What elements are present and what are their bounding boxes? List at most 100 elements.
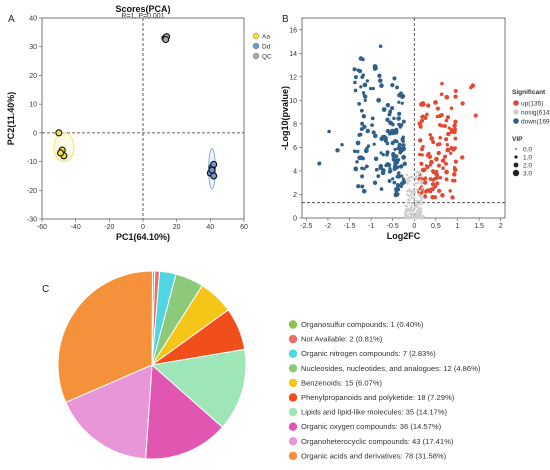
volcano-point-up: [447, 126, 451, 130]
volcano-point-down: [361, 91, 366, 95]
volcano-point-down: [377, 73, 382, 78]
volcano-y-tick-label: 0: [293, 216, 297, 223]
volcano-point-down: [352, 67, 357, 72]
volcano-point-down: [374, 167, 379, 172]
volcano-point-down: [378, 44, 383, 49]
volcano-size-legend-label: 2.0: [523, 162, 532, 169]
volcano-point-nosig: [405, 205, 409, 208]
volcano-point-up: [434, 156, 439, 162]
volcano-point-down: [335, 148, 340, 153]
volcano-x-tick-label: -0.5: [387, 223, 399, 230]
volcano-point-nosig: [420, 175, 424, 178]
volcano-point-nosig: [416, 216, 419, 220]
volcano-point-nosig: [409, 216, 413, 220]
pie-legend-label: Phenylpropanoids and polyketide: 18 (7.2…: [301, 393, 455, 402]
volcano-legend-title: Significant: [512, 89, 546, 96]
pie-slice: [57, 270, 153, 404]
volcano-point-down: [387, 179, 392, 183]
volcano-point-up: [445, 115, 451, 120]
volcano-point-up: [417, 152, 422, 157]
volcano-point-nosig: [413, 182, 416, 186]
volcano-point-down: [387, 170, 392, 174]
volcano-point-nosig: [419, 212, 423, 215]
volcano-legend-label: down(169): [521, 118, 550, 125]
volcano-point-down: [397, 100, 401, 104]
volcano-point-down: [376, 174, 381, 178]
volcano-point-down: [378, 164, 384, 169]
volcano-point-up: [426, 103, 431, 108]
volcano-point-down: [355, 140, 361, 146]
volcano-point-nosig: [407, 198, 410, 201]
volcano-point-up: [444, 177, 449, 182]
pca-y-tick-label: 20: [29, 73, 37, 80]
volcano-legend-label: nosig(614): [521, 109, 550, 116]
pie-legend-swatch: [288, 407, 298, 417]
volcano-point-up: [452, 123, 456, 128]
volcano-point-up: [429, 136, 435, 141]
volcano-point-down: [394, 189, 399, 194]
volcano-point-up: [419, 118, 425, 123]
volcano-y-axis-label: -Log10(pvalue): [280, 86, 290, 150]
pca-x-axis-label: PC1(64.10%): [116, 232, 170, 242]
volcano-point-up: [440, 81, 444, 86]
volcano-point-up: [440, 159, 444, 163]
volcano-point-up: [432, 195, 438, 200]
pca-point-qc: [162, 35, 170, 44]
pca-x-tick-label: 60: [240, 224, 248, 231]
volcano-point-down: [400, 137, 405, 142]
volcano-point-down: [359, 85, 363, 89]
volcano-point-down: [357, 68, 363, 74]
pca-y-tick-label: -20: [27, 188, 37, 195]
pca-legend-label: Dd: [262, 43, 271, 50]
volcano-point-down: [391, 177, 395, 181]
volcano-point-down: [385, 141, 390, 146]
volcano-point-down: [392, 164, 397, 169]
volcano-point-down: [380, 170, 386, 176]
pie-legend-swatch: [288, 378, 298, 388]
volcano-y-tick-label: 4: [293, 168, 297, 175]
pie-legend-swatch: [288, 451, 298, 461]
volcano-point-down: [385, 128, 391, 134]
volcano-point-down: [400, 101, 404, 105]
volcano-point-nosig: [414, 200, 418, 203]
volcano-point-up: [432, 176, 437, 181]
volcano-point-up: [460, 155, 465, 160]
volcano-point-down: [385, 103, 391, 108]
volcano-point-up: [453, 178, 457, 183]
volcano-point-nosig: [412, 214, 416, 218]
volcano-point-down: [398, 164, 404, 169]
volcano-point-nosig: [406, 177, 409, 181]
volcano-point-down: [398, 125, 403, 129]
volcano-point-down: [359, 108, 364, 113]
volcano-point-up: [423, 176, 428, 181]
volcano-point-up: [460, 101, 465, 106]
panel-label-b: B: [282, 14, 289, 25]
volcano-point-down: [358, 132, 363, 137]
volcano-point-up: [444, 118, 449, 123]
pca-y-tick-label: 0: [33, 130, 37, 137]
volcano-point-up: [431, 140, 436, 145]
volcano-point-nosig: [418, 199, 421, 203]
volcano-point-up: [453, 94, 458, 99]
pie-legend-label: Organic nitrogen compounds: 7 (2.83%): [301, 349, 436, 358]
volcano-point-up: [437, 114, 442, 119]
volcano-point-nosig: [418, 179, 422, 182]
volcano-size-legend-label: 0.0: [523, 146, 532, 153]
volcano-point-nosig: [412, 208, 416, 212]
pca-score-plot: Scores(PCA)R=1, P=0.001 -60 -40 -20 0 20 40 60 -…: [6, 4, 272, 242]
volcano-point-down: [373, 65, 378, 71]
volcano-point-up: [427, 151, 431, 156]
volcano-point-down: [401, 177, 406, 181]
pca-point-dd: [210, 160, 218, 168]
volcano-point-nosig: [407, 207, 411, 211]
volcano-point-down: [360, 121, 365, 126]
pca-x-tick-label: 40: [206, 224, 214, 231]
volcano-point-down: [371, 86, 375, 91]
volcano-point-up: [437, 123, 442, 127]
volcano-point-up: [448, 189, 452, 193]
volcano-point-up: [436, 163, 441, 168]
volcano-point-down: [390, 106, 395, 111]
volcano-point-down: [353, 75, 358, 80]
volcano-point-nosig: [409, 209, 413, 212]
volcano-point-down: [352, 149, 357, 153]
